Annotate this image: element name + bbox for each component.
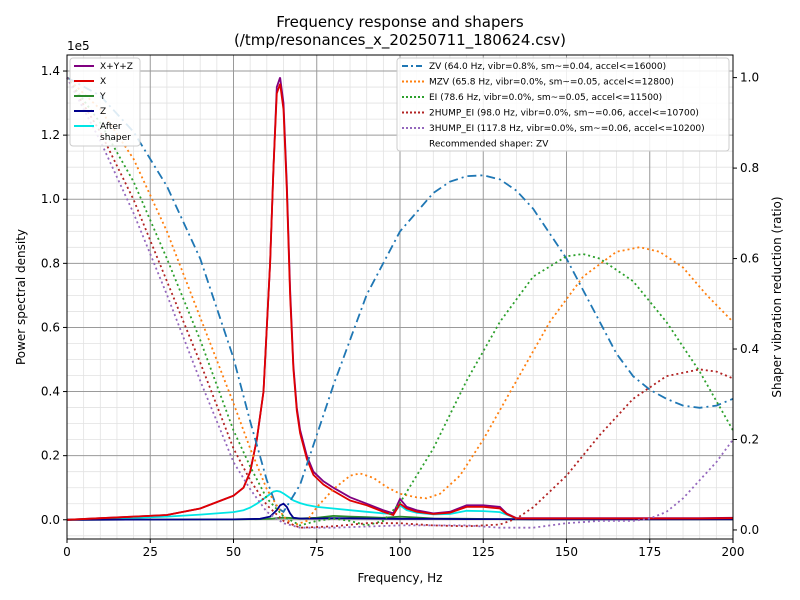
y-tick-label: 1.2 [41, 128, 60, 142]
legend-shaper-label: 3HUMP_EI (117.8 Hz, vibr=0.0%, sm~=0.06,… [429, 124, 705, 134]
legend-psd-label: X [100, 77, 106, 87]
shaper-series-line [66, 77, 734, 529]
shaper-series-line [66, 76, 734, 527]
y2-axis-label: Shaper vibration reduction (ratio) [770, 196, 784, 397]
legend-shaper-label: EI (78.6 Hz, vibr=0.0%, sm~=0.05, accel<… [429, 93, 662, 103]
chart-subtitle: (/tmp/resonances_x_20250711_180624.csv) [234, 31, 566, 50]
y-tick-label: 1.4 [41, 64, 60, 78]
shaper-series-line [66, 77, 734, 527]
legend-psd-label: After [100, 122, 122, 132]
y2-tick-label: 0.8 [740, 161, 759, 175]
x-tick-label: 25 [143, 545, 158, 559]
shaper-series-line [66, 76, 734, 514]
y2-tick-label: 1.0 [740, 71, 759, 85]
y2-tick-label: 0.4 [740, 342, 759, 356]
x-tick-label: 0 [63, 545, 71, 559]
y-tick-label: 1.0 [41, 192, 60, 206]
x-tick-label: 50 [226, 545, 241, 559]
x-axis-label: Frequency, Hz [358, 571, 443, 585]
legend-shapers-box [396, 57, 730, 152]
x-tick-label: 125 [472, 545, 495, 559]
psd-series-line [66, 489, 733, 521]
legend-shaper-label: MZV (65.8 Hz, vibr=0.0%, sm~=0.05, accel… [429, 78, 674, 88]
shaper-series-group [66, 76, 734, 529]
legend-shaper-label: 2HUMP_EI (98.0 Hz, vibr=0.0%, sm~=0.06, … [429, 109, 699, 119]
psd-series-group [66, 77, 734, 521]
psd-series-line [66, 502, 733, 521]
recommended-shaper-label: Recommended shaper: ZV [429, 140, 549, 150]
y2-tick-label: 0.6 [740, 252, 759, 266]
x-tick-label: 200 [722, 545, 745, 559]
legend-psd-label: shaper [100, 133, 131, 143]
y-offset-text: 1e5 [67, 39, 90, 53]
y2-tick-label: 0.2 [740, 432, 759, 446]
y-tick-label: 0.4 [41, 385, 60, 399]
y2-tick-label: 0.0 [740, 523, 759, 537]
y-tick-label: 0.2 [41, 449, 60, 463]
y-tick-label: 0.6 [41, 320, 60, 334]
y-axis-label: Power spectral density [14, 229, 28, 365]
legend-psd-label: Y [99, 92, 106, 102]
x-tick-label: 175 [638, 545, 661, 559]
legend-psd-label: X+Y+Z [100, 62, 133, 72]
legend-shaper-label: ZV (64.0 Hz, vibr=0.8%, sm~=0.04, accel<… [429, 62, 666, 72]
legend-shapers: ZV (64.0 Hz, vibr=0.8%, sm~=0.04, accel<… [396, 57, 730, 152]
x-tick-label: 150 [555, 545, 578, 559]
x-tick-label: 75 [309, 545, 324, 559]
chart-title: Frequency response and shapers [276, 13, 524, 31]
legend-psd-label: Z [100, 107, 106, 117]
psd-series-line [66, 83, 734, 521]
x-tick-label: 100 [389, 545, 412, 559]
shaper-series-line [66, 77, 734, 529]
axes: 0 25 50 75 100 125 150 175 200 0.0 0.2 0.4 0.6 0.8 1.0… [41, 64, 759, 559]
y-tick-label: 0.8 [41, 256, 60, 270]
y-tick-label: 0.0 [41, 513, 60, 527]
